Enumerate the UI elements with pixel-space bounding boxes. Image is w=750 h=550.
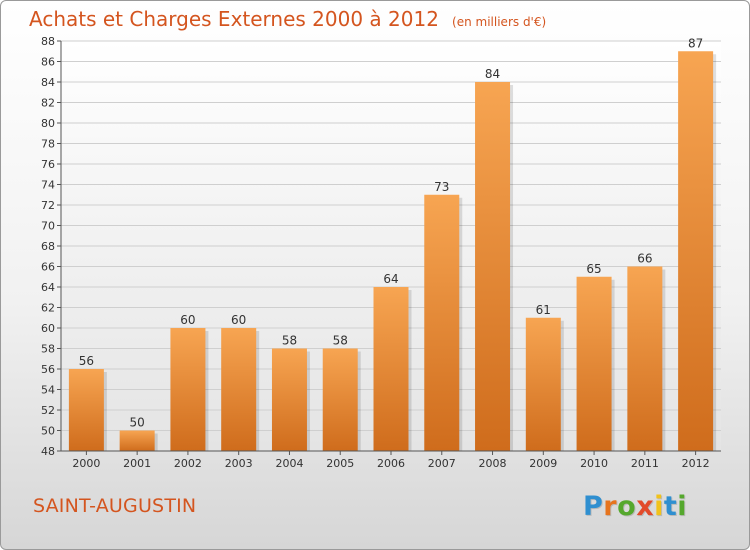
y-tick-label: 74 xyxy=(41,179,55,192)
y-tick-label: 78 xyxy=(41,138,55,151)
logo-letter: i xyxy=(677,491,688,522)
bar xyxy=(68,369,104,451)
logo-letter: o xyxy=(617,491,637,522)
data-label: 64 xyxy=(383,272,398,286)
bar xyxy=(322,348,358,451)
x-tick-label: 2008 xyxy=(479,457,507,470)
y-tick-label: 58 xyxy=(41,343,55,356)
bar xyxy=(221,328,257,451)
title-row: Achats et Charges Externes 2000 à 2012 (… xyxy=(29,7,546,31)
y-tick-label: 72 xyxy=(41,199,55,212)
y-tick-label: 62 xyxy=(41,302,55,315)
commune-name: SAINT-AUGUSTIN xyxy=(33,495,197,517)
bar xyxy=(119,430,155,451)
bar xyxy=(576,276,612,451)
bar xyxy=(678,51,714,451)
x-tick-label: 2000 xyxy=(72,457,100,470)
logo-letter: x xyxy=(636,491,655,522)
x-tick-label: 2005 xyxy=(326,457,354,470)
bar xyxy=(475,82,511,451)
logo-letter: t xyxy=(663,491,678,522)
y-tick-label: 88 xyxy=(41,35,55,48)
x-tick-label: 2001 xyxy=(123,457,151,470)
logo-letter: i xyxy=(654,491,664,522)
bar xyxy=(525,317,561,451)
bar xyxy=(170,328,206,451)
data-label: 50 xyxy=(130,416,145,430)
bar xyxy=(424,194,460,451)
x-tick-label: 2007 xyxy=(428,457,456,470)
data-label: 58 xyxy=(282,334,297,348)
x-tick-label: 2011 xyxy=(631,457,659,470)
y-tick-label: 60 xyxy=(41,322,55,335)
data-label: 60 xyxy=(231,313,246,327)
bar xyxy=(271,348,307,451)
y-tick-label: 80 xyxy=(41,117,55,130)
y-tick-label: 84 xyxy=(41,76,55,89)
y-tick-label: 68 xyxy=(41,240,55,253)
chart-unit: (en milliers d'€) xyxy=(452,15,547,29)
y-tick-label: 54 xyxy=(41,384,55,397)
x-tick-label: 2003 xyxy=(225,457,253,470)
data-label: 87 xyxy=(688,36,703,50)
y-tick-label: 52 xyxy=(41,404,55,417)
data-label: 56 xyxy=(79,354,94,368)
y-tick-label: 76 xyxy=(41,158,55,171)
bar xyxy=(373,287,409,451)
x-tick-label: 2004 xyxy=(275,457,303,470)
y-tick-label: 50 xyxy=(41,425,55,438)
y-tick-label: 82 xyxy=(41,97,55,110)
y-tick-label: 70 xyxy=(41,220,55,233)
bar xyxy=(627,266,663,451)
logo-letter: r xyxy=(603,491,618,522)
x-tick-label: 2009 xyxy=(529,457,557,470)
y-tick-label: 64 xyxy=(41,281,55,294)
data-label: 61 xyxy=(536,303,551,317)
y-tick-label: 56 xyxy=(41,363,55,376)
data-label: 73 xyxy=(434,180,449,194)
y-tick-label: 66 xyxy=(41,261,55,274)
proxiti-logo: Proxiti xyxy=(583,491,687,522)
data-label: 84 xyxy=(485,67,500,81)
x-tick-label: 2002 xyxy=(174,457,202,470)
data-label: 60 xyxy=(180,313,195,327)
x-tick-label: 2006 xyxy=(377,457,405,470)
x-tick-label: 2012 xyxy=(682,457,710,470)
y-tick-label: 48 xyxy=(41,445,55,458)
x-tick-label: 2010 xyxy=(580,457,608,470)
chart-title: Achats et Charges Externes 2000 à 2012 xyxy=(29,7,439,31)
data-label: 58 xyxy=(333,334,348,348)
y-tick-label: 86 xyxy=(41,56,55,69)
logo-letter: P xyxy=(583,491,604,522)
data-label: 65 xyxy=(586,262,601,276)
data-label: 66 xyxy=(637,252,652,266)
